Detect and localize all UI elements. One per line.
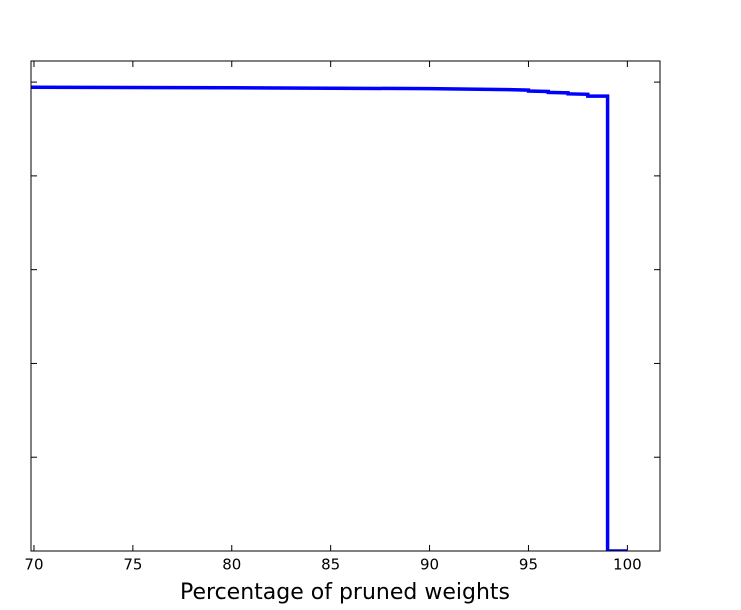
plot-frame xyxy=(30,60,661,552)
x-tick-label: 100 xyxy=(613,556,642,574)
x-tick-label: 90 xyxy=(420,556,439,574)
x-tick-label: 80 xyxy=(222,556,241,574)
x-tick-label: 85 xyxy=(321,556,340,574)
data-line xyxy=(31,85,628,551)
x-tick-label: 75 xyxy=(123,556,142,574)
x-axis-label: Percentage of pruned weights xyxy=(180,580,510,605)
x-tick-label: 70 xyxy=(24,556,43,574)
x-tick-label: 95 xyxy=(519,556,538,574)
